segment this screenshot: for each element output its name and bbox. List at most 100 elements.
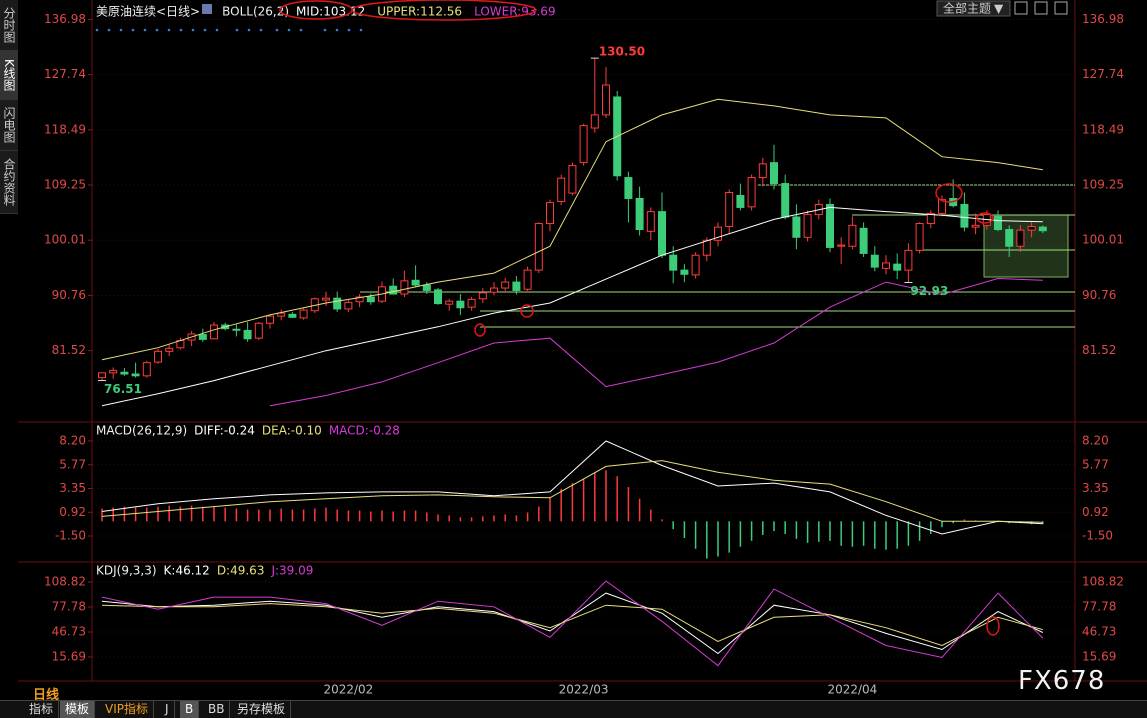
candle-body (154, 350, 162, 363)
candle-body (165, 347, 174, 352)
marker-dot (119, 28, 123, 32)
sidebar-tab[interactable]: K线图 (0, 51, 18, 100)
candle-body (882, 262, 890, 269)
theme-button[interactable] (936, 0, 1011, 17)
legend-entry: MACD:-0.28 (329, 424, 400, 438)
candle-body (904, 249, 913, 271)
legend-entry: MID:103.12 (296, 5, 365, 19)
candle-body (602, 84, 610, 116)
tab[interactable]: J (160, 701, 175, 718)
highlight-ring (935, 183, 963, 203)
candle-body (870, 254, 879, 268)
y-tick-label: 15.69 (1082, 649, 1116, 663)
candle-body (792, 216, 801, 238)
indicator-line (101, 98, 1043, 361)
marker-dot (95, 28, 99, 32)
candle-body (702, 239, 711, 256)
marker-dot (259, 28, 263, 32)
candle-body (109, 369, 118, 374)
annotation: 76.51 (104, 382, 142, 396)
tab[interactable]: 另存模板 (232, 701, 292, 718)
marker-dot (235, 28, 239, 32)
chart-title: 美原油连续<日线> (96, 4, 200, 19)
candle-body (826, 203, 834, 248)
candle-body (131, 373, 140, 377)
candle-body (859, 227, 868, 254)
y-tick-label: 5.77 (59, 457, 86, 471)
x-tick-label: 2022/02 (323, 683, 373, 697)
candle-body (1016, 229, 1025, 247)
tab[interactable]: BB (203, 701, 231, 718)
candle-body (646, 211, 655, 232)
tab[interactable]: 模板 (60, 701, 96, 718)
sidebar-tab[interactable]: 分时图 (0, 0, 18, 51)
theme-button-label[interactable]: 全部主题 (943, 1, 991, 16)
candle-body (848, 224, 857, 247)
watermark: FX678 (1018, 666, 1106, 696)
marker-dot (335, 28, 339, 32)
toolbar-icon[interactable] (1014, 1, 1028, 15)
marker-dot (323, 28, 327, 32)
candle-body (714, 226, 722, 241)
marker-dot (179, 28, 183, 32)
annotation: 130.50 (599, 45, 645, 59)
candle-body (411, 279, 420, 286)
y-tick-label: 100.01 (1082, 233, 1124, 247)
candle-body (691, 254, 700, 276)
sidebar-tab[interactable]: 闪电图 (0, 100, 18, 151)
candle-body (523, 269, 532, 290)
y-tick-label: 8.20 (59, 433, 86, 447)
candle-body (590, 114, 599, 129)
candle-body (512, 281, 521, 291)
candle-body (680, 269, 689, 275)
legend-entry: D:49.63 (217, 564, 265, 578)
x-tick-label: 2022/04 (827, 683, 877, 697)
candle-body (994, 215, 1002, 231)
indicator-line (101, 206, 1043, 407)
candle-body (355, 296, 364, 303)
candle-body (770, 162, 778, 185)
y-tick-label: 46.73 (52, 624, 86, 638)
y-tick-label: 109.25 (1082, 178, 1124, 192)
candle-body (434, 289, 442, 305)
indicator-line (101, 592, 1044, 655)
y-tick-label: 136.98 (1082, 12, 1124, 26)
marker-dot (287, 28, 291, 32)
candle-body (277, 312, 286, 317)
candle-body (400, 280, 409, 295)
candle-body (624, 177, 633, 199)
period-label[interactable]: 日线 (33, 688, 60, 703)
y-tick-label: 8.20 (1082, 433, 1109, 447)
legend-entry: UPPER:112.56 (377, 5, 462, 19)
sidebar-tab[interactable]: 合约资料 (0, 151, 18, 214)
boll-icon (202, 4, 212, 14)
tab[interactable]: B (180, 701, 200, 718)
candle-body (926, 212, 935, 225)
candle-body (736, 194, 745, 208)
y-tick-label: 90.76 (52, 288, 86, 302)
y-tick-label: 46.73 (1082, 624, 1116, 638)
y-tick-label: 3.35 (59, 481, 86, 495)
candle-body (266, 315, 274, 324)
legend-entry: DIFF:-0.24 (194, 424, 255, 438)
candle-body (232, 328, 241, 331)
tab[interactable]: 指标 (24, 701, 60, 718)
legend-entry: K:46.12 (164, 564, 210, 578)
y-tick-label: 136.98 (44, 12, 86, 26)
candle-body (971, 224, 980, 228)
candle-body (758, 163, 767, 179)
marker-dot (275, 28, 279, 32)
tab[interactable]: VIP指标 (100, 701, 154, 718)
candle-body (344, 301, 353, 310)
toolbar-icon[interactable] (1054, 1, 1068, 15)
candle-body (501, 281, 510, 289)
dropdown-arrow[interactable]: ▼ (994, 2, 1004, 16)
legend-entry: DEA:-0.10 (262, 424, 322, 438)
marker-dot (131, 28, 135, 32)
indicator-line (101, 460, 1043, 523)
marker-dot (247, 28, 251, 32)
candle-body (915, 223, 924, 251)
indicator-line (101, 603, 1043, 647)
toolbar-icon[interactable] (1034, 1, 1048, 15)
